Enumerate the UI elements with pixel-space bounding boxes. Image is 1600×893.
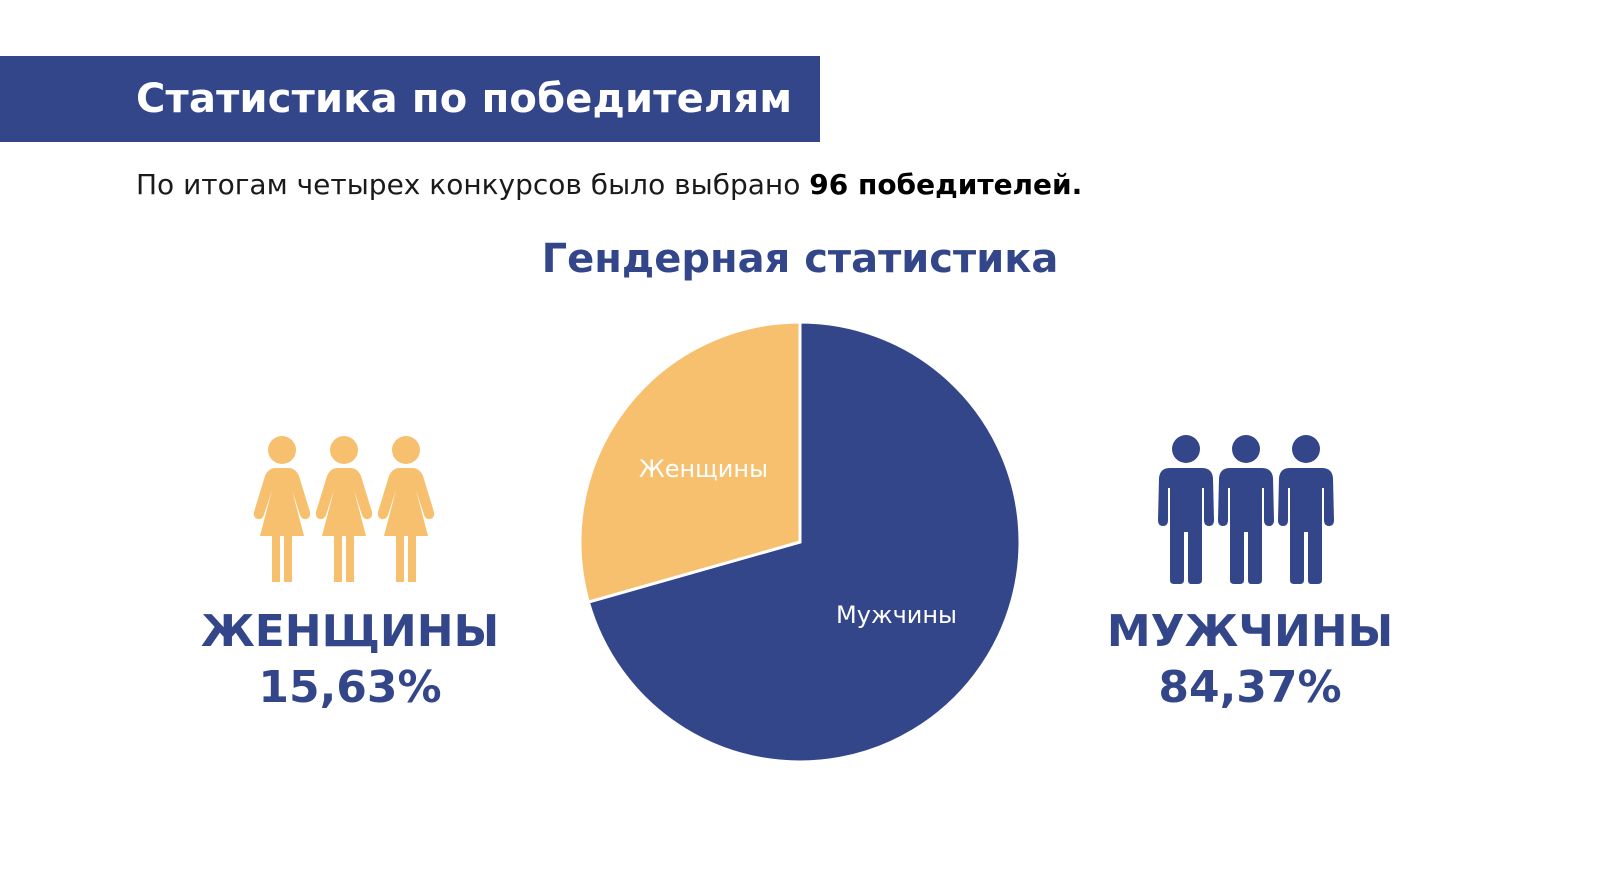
man-icon [1218,435,1274,584]
chart-title: Гендерная статистика [541,236,1059,282]
intro-emphasis: 96 победителей. [809,168,1083,201]
header-banner: Статистика по победителям [0,56,820,142]
men-group-icon [1158,435,1334,584]
women-percent: 15,63% [258,662,442,713]
men-stat: МУЖЧИНЫ 84,37% [1050,604,1450,716]
women-group-icon [253,436,435,582]
gender-pie-chart: Мужчины Женщины [578,320,1022,764]
man-icon [1158,435,1214,584]
pie-slice-0 [586,320,1022,764]
men-percent: 84,37% [1158,662,1342,713]
man-icon [1278,435,1334,584]
men-label: МУЖЧИНЫ [1106,606,1394,657]
page-title: Статистика по победителям [136,76,793,122]
pie-slice-label-0: Мужчины [836,601,957,629]
women-stat: ЖЕНЩИНЫ 15,63% [150,604,550,716]
woman-icon [315,436,373,582]
woman-icon [377,436,435,582]
woman-icon [253,436,311,582]
pie-slice-1 [578,320,802,604]
intro-text: По итогам четырех конкурсов было выбрано… [136,168,1082,201]
intro-plain: По итогам четырех конкурсов было выбрано [136,168,810,201]
women-label: ЖЕНЩИНЫ [200,606,500,657]
pie-slice-label-1: Женщины [639,455,768,483]
